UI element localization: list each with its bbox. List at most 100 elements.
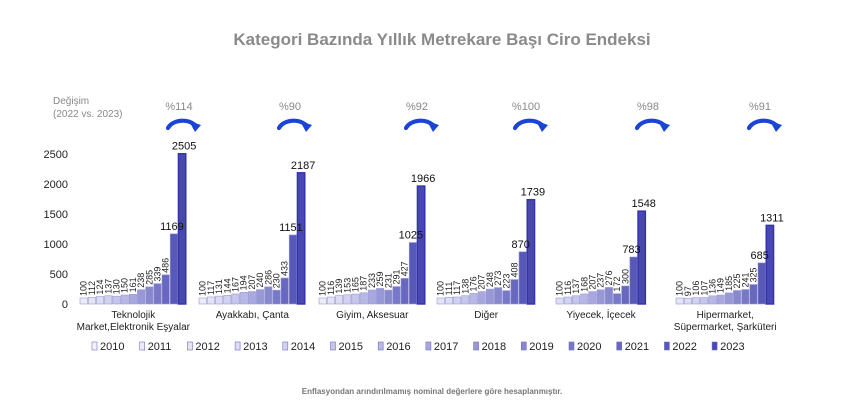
data-label: 231 xyxy=(383,273,393,288)
bar-group xyxy=(436,198,536,305)
data-label: 223 xyxy=(501,274,511,289)
arrow-head-icon xyxy=(536,121,548,132)
legend-label: 2013 xyxy=(243,341,267,353)
legend-swatch xyxy=(91,341,98,351)
footnote: Enflasyondan arındırılmamış nominal değe… xyxy=(302,387,563,396)
category-label: Market,Elektronik Eşyalar xyxy=(77,322,191,333)
change-indicators: %114 %90 %92 %100 %98 %91 xyxy=(165,101,782,132)
legend-item: 2018 xyxy=(473,341,506,353)
bar xyxy=(733,290,742,305)
data-label: 168 xyxy=(579,277,589,292)
data-label: 185 xyxy=(724,276,734,291)
change-percent: %114 xyxy=(165,101,192,113)
data-label: 248 xyxy=(485,272,495,287)
legend-item: 2023 xyxy=(711,341,745,353)
bar xyxy=(683,297,692,305)
data-label: 300 xyxy=(620,269,630,284)
change-sublabel: (2022 vs. 2023) xyxy=(53,109,123,120)
bar-group xyxy=(198,172,306,305)
bar xyxy=(716,294,725,305)
legend-item: 2016 xyxy=(377,341,411,353)
bar xyxy=(724,292,733,305)
category-label: Yiyecek, İçecek xyxy=(567,308,637,321)
y-axis: 0 500 1000 1500 2000 2500 xyxy=(44,149,68,311)
bar xyxy=(264,286,273,305)
bar xyxy=(588,291,597,305)
y-tick-label: 0 xyxy=(62,299,68,311)
data-label: 225 xyxy=(732,273,742,288)
legend-swatch xyxy=(520,341,527,351)
bar xyxy=(765,224,775,305)
bar xyxy=(700,297,709,305)
legend-item: 2021 xyxy=(616,341,649,353)
legend-label: 2010 xyxy=(100,341,124,353)
bar xyxy=(621,285,630,305)
bar-group xyxy=(555,210,647,305)
bar xyxy=(637,210,647,305)
change-percent: %91 xyxy=(749,101,771,113)
bar xyxy=(613,293,622,305)
data-label: 273 xyxy=(493,271,503,286)
bar xyxy=(563,296,572,305)
data-label: 233 xyxy=(367,273,377,288)
data-label: 1025 xyxy=(399,230,423,242)
legend-label: 2019 xyxy=(529,341,553,353)
bar xyxy=(485,288,494,305)
legend-label: 2011 xyxy=(148,341,172,353)
legend-label: 2016 xyxy=(386,341,410,353)
bar xyxy=(318,297,327,305)
bar xyxy=(79,297,88,305)
data-label: 138 xyxy=(460,279,470,294)
legend-item: 2017 xyxy=(425,341,458,353)
bar xyxy=(128,294,137,305)
bar xyxy=(444,297,453,305)
bar xyxy=(223,295,232,305)
bar xyxy=(469,293,478,305)
bar xyxy=(96,296,105,305)
arrow-head-icon xyxy=(189,121,201,132)
bar xyxy=(206,296,215,305)
legend-item: 2014 xyxy=(282,341,315,353)
y-tick-label: 2500 xyxy=(44,149,68,161)
bar xyxy=(502,290,511,305)
bar xyxy=(215,295,224,305)
data-label: 165 xyxy=(351,277,361,292)
category-label: Hipermarket, xyxy=(697,310,754,321)
data-label: 240 xyxy=(255,273,265,288)
data-label: 1966 xyxy=(411,173,435,185)
legend-swatch xyxy=(187,341,193,351)
data-label: 1311 xyxy=(760,212,784,224)
category-label: Giyim, Aksesuar xyxy=(336,310,409,321)
change-label: Değişim xyxy=(53,96,89,107)
bar xyxy=(112,295,121,305)
legend-swatch xyxy=(664,341,670,351)
bar xyxy=(580,293,589,305)
data-label: 427 xyxy=(400,261,410,276)
data-label: 100 xyxy=(79,281,89,296)
data-label: 325 xyxy=(749,267,759,282)
bar-group xyxy=(318,185,426,305)
bar xyxy=(256,289,265,305)
bar xyxy=(87,296,96,305)
data-label: 2505 xyxy=(172,141,196,153)
category-label: Diğer xyxy=(474,310,499,321)
data-label: 207 xyxy=(588,275,598,290)
legend-item: 2015 xyxy=(330,341,363,353)
chart-title: Kategori Bazında Yıllık Metrekare Başı C… xyxy=(233,30,650,49)
bar xyxy=(231,293,240,305)
data-label: 100 xyxy=(436,281,446,296)
data-label: 1151 xyxy=(279,222,303,234)
bar xyxy=(453,296,462,305)
bar xyxy=(359,292,368,305)
bar xyxy=(351,293,360,305)
data-label: 1548 xyxy=(631,198,655,210)
bar xyxy=(120,294,129,305)
arrow-head-icon xyxy=(658,121,670,132)
bar xyxy=(145,286,154,305)
bar xyxy=(526,198,536,305)
data-label: 153 xyxy=(342,278,352,293)
y-tick-label: 500 xyxy=(50,269,68,281)
data-label: 107 xyxy=(699,281,709,296)
bar xyxy=(177,152,187,305)
